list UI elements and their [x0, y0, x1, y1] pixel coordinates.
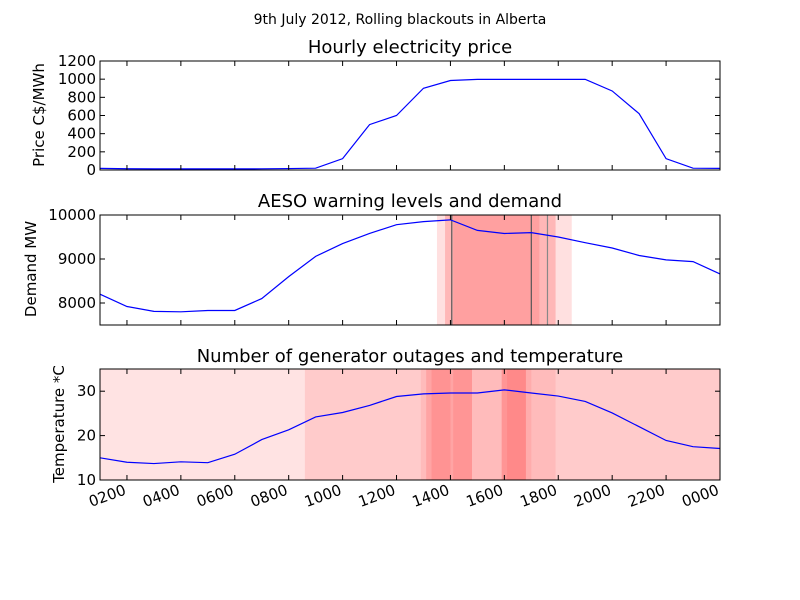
x-tick-label: 2200 [625, 481, 667, 511]
figure-title: 9th July 2012, Rolling blackouts in Albe… [254, 12, 547, 28]
shaded-band [100, 369, 720, 480]
y-tick-label: 400 [67, 125, 96, 143]
panel-price-ylabel: Price C$/MWh [30, 63, 48, 167]
shaded-band [304, 369, 720, 480]
y-tick-label: 9000 [58, 250, 96, 268]
y-tick-label: 30 [77, 382, 96, 400]
panel-demand-ylabel: Demand MW [22, 221, 40, 317]
panel-2-plot: 10 20 30 [77, 368, 721, 489]
series-line [99, 78, 721, 170]
y-tick-label: 8000 [58, 294, 96, 312]
x-tick-label: 1200 [356, 481, 398, 511]
y-tick-label: 10 [77, 471, 96, 489]
shaded-band [426, 369, 454, 480]
plot-frame [99, 214, 721, 326]
x-tick-label: 2000 [572, 481, 614, 511]
y-tick-label: 0 [86, 161, 96, 179]
plot-frame [99, 368, 721, 481]
x-tick-label: 1800 [518, 481, 560, 511]
shaded-band [453, 215, 540, 325]
panel-temperature-ylabel: Temperature *C [50, 365, 68, 484]
plot-frame [99, 60, 721, 171]
x-tick-label: 0800 [248, 481, 290, 511]
y-tick-label: 1000 [58, 70, 96, 88]
panel-1-plot: 8000 9000 10000 [48, 206, 721, 326]
shaded-band [420, 369, 556, 480]
y-tick-label: 20 [77, 427, 96, 445]
panel-demand: AESO warning levels and demand Demand MW [22, 191, 562, 317]
x-tick-label: 0600 [194, 481, 236, 511]
x-tick-label: 0000 [679, 481, 721, 511]
series-line [99, 389, 721, 465]
y-tick-label: 200 [67, 143, 96, 161]
shaded-band [507, 369, 532, 480]
shaded-band [431, 369, 451, 480]
y-tick-label: 1200 [58, 52, 96, 70]
x-tick-label: 1600 [464, 481, 506, 511]
panel-price: Hourly electricity price Price C$/MWh [30, 37, 512, 167]
panel-price-title: Hourly electricity price [308, 37, 512, 58]
panel-demand-title: AESO warning levels and demand [258, 191, 562, 212]
series-line [99, 219, 721, 313]
panel-temperature: Number of generator outages and temperat… [50, 346, 623, 484]
x-tick-label: 1400 [410, 481, 452, 511]
shaded-band [501, 369, 526, 480]
y-tick-label: 600 [67, 107, 96, 125]
plot-areas: 0200400600800100012008000900010000102030… [48, 52, 721, 511]
x-tick-label: 1000 [302, 481, 344, 511]
y-tick-label: 10000 [48, 206, 96, 224]
shaded-band [453, 369, 472, 480]
panel-temperature-title: Number of generator outages and temperat… [197, 346, 624, 367]
x-tick-label: 0400 [140, 481, 182, 511]
y-tick-label: 800 [67, 88, 96, 106]
